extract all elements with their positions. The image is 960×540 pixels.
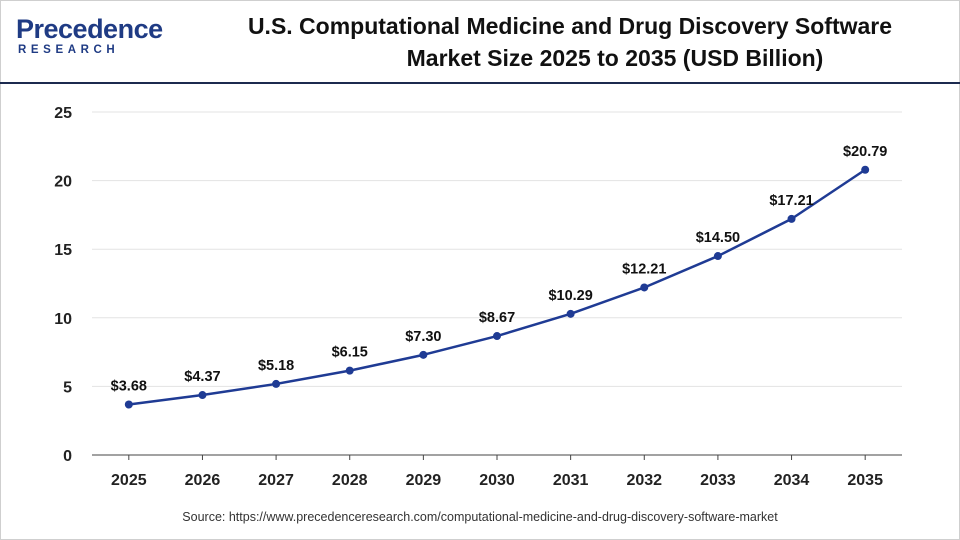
data-point	[566, 309, 575, 318]
data-point	[419, 350, 428, 359]
series-line	[128, 168, 866, 406]
x-tick-label: 2035	[847, 472, 883, 489]
data-label: $14.50	[696, 230, 740, 246]
data-label: $4.37	[184, 369, 220, 385]
x-tick-label: 2027	[258, 472, 294, 489]
data-point	[198, 391, 207, 400]
data-label: $17.21	[769, 193, 813, 209]
y-tick-label: 20	[54, 174, 72, 191]
precedence-research-logo: Precedence RESEARCH	[16, 14, 166, 68]
chart-title-line-1: U.S. Computational Medicine and Drug Dis…	[247, 13, 893, 39]
x-tick-label: 2030	[479, 472, 515, 489]
data-label: $12.21	[622, 261, 666, 277]
data-point	[640, 283, 649, 292]
logo-wordmark: Precedence	[16, 14, 163, 44]
y-tick-label: 15	[54, 242, 72, 259]
y-tick-label: 5	[63, 379, 72, 396]
x-tick-label: 2034	[774, 472, 810, 489]
data-point	[345, 366, 354, 375]
x-tick-label: 2033	[700, 472, 736, 489]
data-label: $20.79	[843, 144, 887, 160]
chart-title-line-2: Market Size 2025 to 2035 (USD Billion)	[406, 45, 824, 71]
x-tick-label: 2029	[406, 472, 442, 489]
data-label: $5.18	[258, 358, 294, 374]
logo-subtitle: RESEARCH	[18, 44, 120, 56]
data-label: $7.30	[405, 329, 441, 345]
data-point	[787, 214, 796, 223]
data-label: $3.68	[111, 379, 147, 395]
data-point	[713, 252, 722, 261]
x-tick-label: 2025	[111, 472, 147, 489]
data-point	[493, 332, 501, 341]
source-note: Source: https://www.precedenceresearch.c…	[182, 510, 778, 524]
x-tick-label: 2028	[332, 472, 368, 489]
data-label: $10.29	[548, 288, 592, 304]
data-label: $8.67	[479, 310, 515, 326]
data-point	[272, 379, 281, 388]
y-tick-label: 0	[63, 448, 72, 465]
data-point	[861, 165, 870, 174]
data-label: $6.15	[332, 345, 368, 361]
header: Precedence RESEARCH U.S. Computational M…	[0, 0, 960, 84]
y-tick-label: 25	[54, 105, 72, 122]
x-tick-label: 2031	[553, 472, 589, 489]
data-point	[124, 400, 133, 409]
x-tick-label: 2032	[626, 472, 662, 489]
y-tick-label: 10	[54, 311, 72, 328]
x-tick-label: 2026	[185, 472, 221, 489]
chart-title: U.S. Computational Medicine and Drug Dis…	[200, 10, 940, 74]
